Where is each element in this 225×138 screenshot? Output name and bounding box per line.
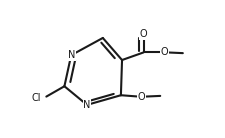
Text: O: O [139, 29, 147, 39]
Text: O: O [137, 92, 145, 102]
Text: N: N [83, 100, 90, 110]
Text: O: O [160, 47, 167, 57]
Text: Cl: Cl [32, 93, 41, 103]
Text: N: N [67, 50, 74, 60]
